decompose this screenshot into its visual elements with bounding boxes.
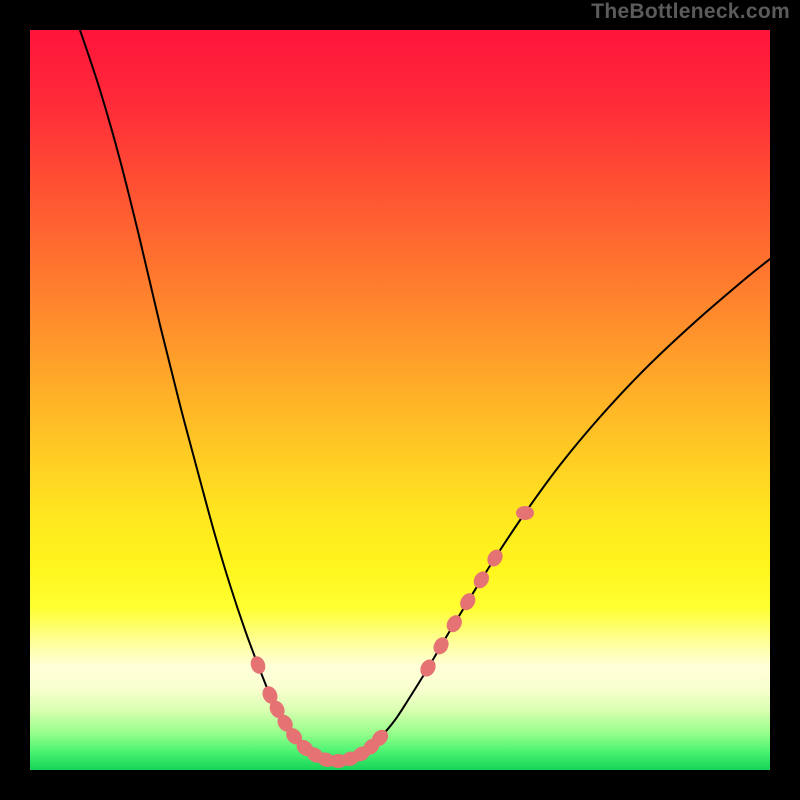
bottleneck-chart: [0, 0, 800, 800]
plot-background: [30, 30, 770, 770]
chart-frame: TheBottleneck.com: [0, 0, 800, 800]
data-dot: [516, 506, 534, 520]
